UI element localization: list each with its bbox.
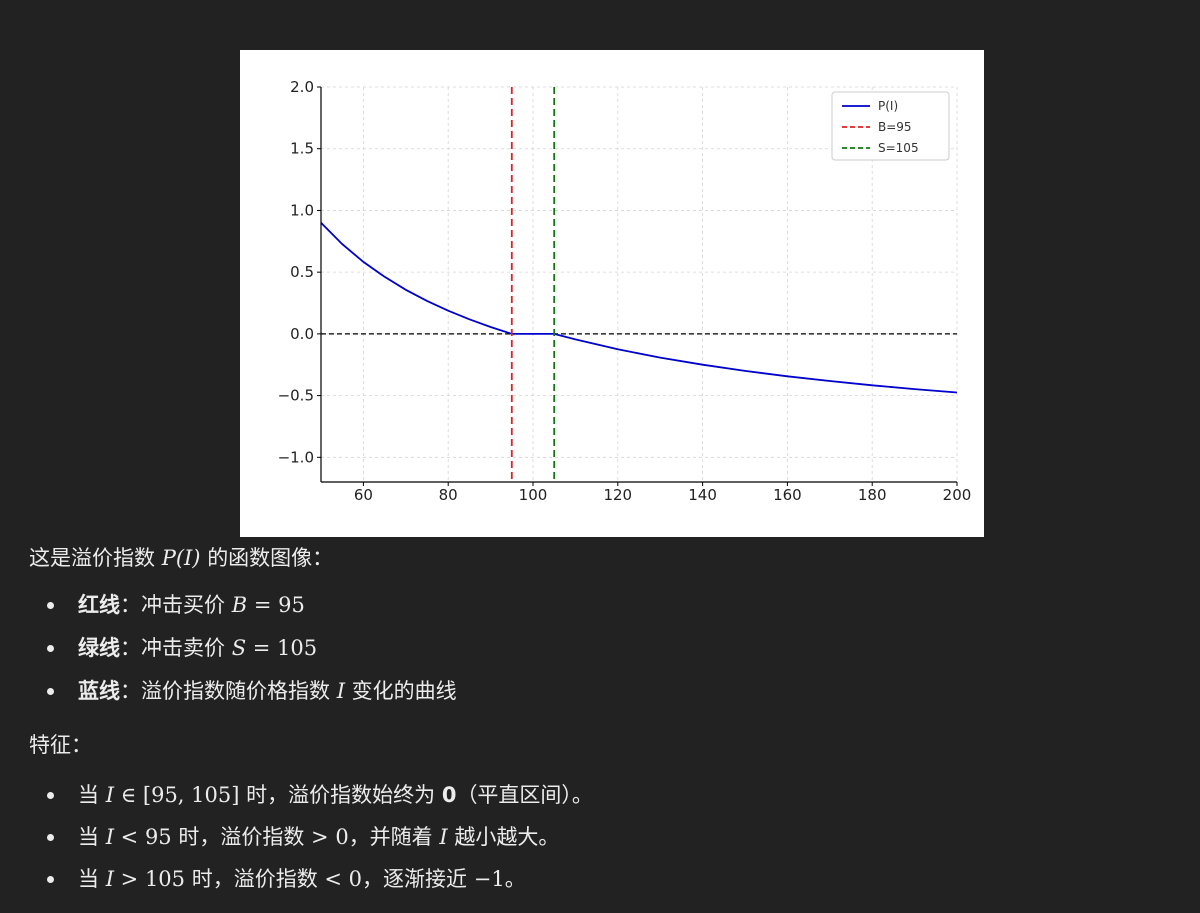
x-tick-label: 120 bbox=[603, 486, 632, 504]
x-tick-label: 180 bbox=[858, 486, 887, 504]
list-item-red: 红线：冲击买价 B = 95 bbox=[47, 590, 457, 620]
x-tick-label: 80 bbox=[439, 486, 458, 504]
legend-box bbox=[831, 91, 950, 161]
y-tick-label: 0.5 bbox=[290, 263, 314, 281]
legend-label: S=105 bbox=[878, 141, 919, 155]
bullet-icon bbox=[47, 645, 54, 652]
bullet-icon bbox=[47, 602, 54, 609]
y-tick-label: −1.0 bbox=[278, 448, 314, 466]
x-tick-label: 140 bbox=[688, 486, 717, 504]
intro-suffix: 的函数图像： bbox=[207, 546, 334, 570]
feature-below: 当 I < 95 时，溢价指数 > 0，并随着 I 越小越大。 bbox=[47, 822, 593, 852]
bullet-icon bbox=[47, 792, 54, 799]
line-legend-list: 红线：冲击买价 B = 95 绿线：冲击卖价 S = 105 蓝线：溢价指数随价… bbox=[47, 590, 457, 706]
y-tick-label: 1.0 bbox=[290, 201, 314, 219]
y-tick-label: −0.5 bbox=[278, 387, 314, 405]
bullet-icon bbox=[47, 876, 54, 883]
legend-label: B=95 bbox=[878, 120, 912, 134]
x-tick-label: 200 bbox=[943, 486, 972, 504]
list-item-green: 绿线：冲击卖价 S = 105 bbox=[47, 633, 457, 663]
feature-above: 当 I > 105 时，溢价指数 < 0，逐渐接近 −1。 bbox=[47, 864, 593, 894]
legend-label: P(I) bbox=[878, 99, 898, 113]
premium-index-chart: 60 80 100 120 140 160 180 200 2.0 1.5 1.0 0.5 0.0 −0.… bbox=[278, 78, 972, 504]
list-item-blue: 蓝线：溢价指数随价格指数 I 变化的曲线 bbox=[47, 676, 457, 706]
chart-card: 60 80 100 120 140 160 180 200 2.0 1.5 1.0 0.5 0.0 −0.… bbox=[240, 50, 984, 537]
series-line-premium-index bbox=[320, 222, 958, 394]
intro-math: P(I) bbox=[161, 546, 201, 570]
feature-flat: 当 I ∈ [95, 105] 时，溢价指数始终为 0（平直区间）。 bbox=[47, 780, 593, 810]
intro-prefix: 这是溢价指数 bbox=[29, 546, 155, 570]
x-tick-label: 160 bbox=[773, 486, 802, 504]
x-tick-label: 100 bbox=[519, 486, 548, 504]
bullet-icon bbox=[47, 834, 54, 841]
features-list: 当 I ∈ [95, 105] 时，溢价指数始终为 0（平直区间）。 当 I <… bbox=[47, 780, 593, 894]
y-tick-label: 2.0 bbox=[290, 78, 314, 96]
y-tick-label: 0.0 bbox=[290, 325, 314, 343]
intro-line: 这是溢价指数 P(I) 的函数图像： bbox=[29, 543, 333, 573]
bullet-icon bbox=[47, 688, 54, 695]
y-tick-label: 1.5 bbox=[290, 140, 314, 158]
x-tick-label: 60 bbox=[354, 486, 373, 504]
features-label: 特征： bbox=[29, 733, 92, 757]
